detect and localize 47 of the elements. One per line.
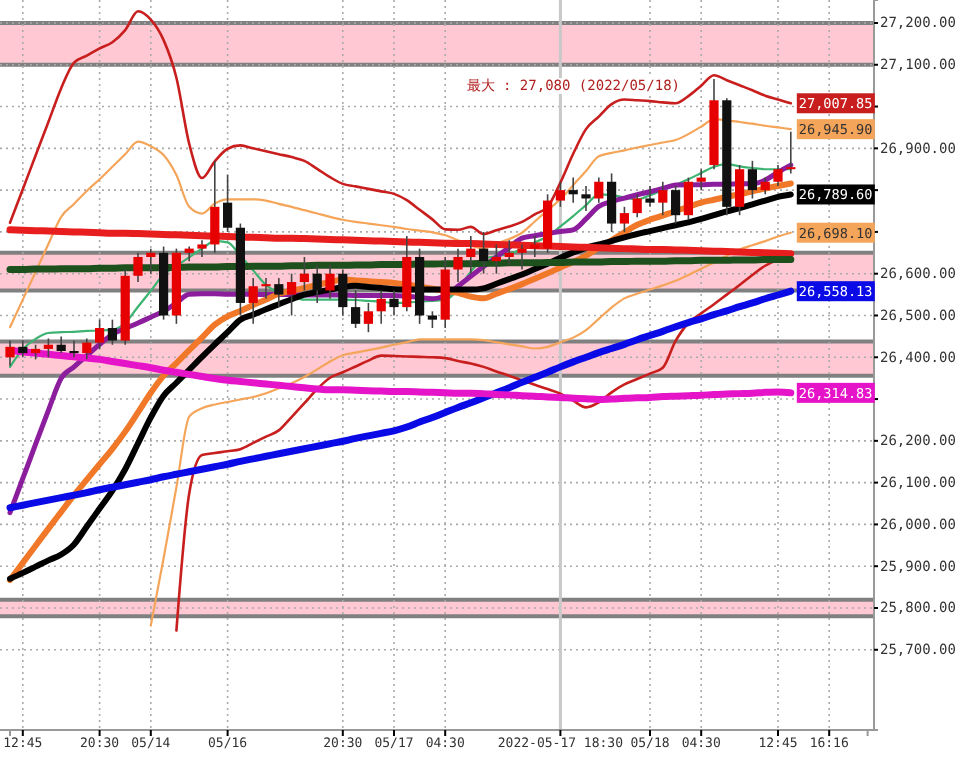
candlestick xyxy=(658,180,668,216)
candlestick xyxy=(312,264,322,304)
candlestick xyxy=(287,272,297,317)
candlestick xyxy=(619,206,629,233)
candlestick xyxy=(274,277,284,308)
candlestick xyxy=(261,277,271,300)
candlestick xyxy=(299,256,309,292)
candlestick xyxy=(325,264,335,300)
candlestick xyxy=(773,164,783,187)
candlestick xyxy=(735,164,745,216)
candlestick xyxy=(69,339,79,359)
candlestick xyxy=(786,130,796,175)
candlestick xyxy=(133,252,143,283)
candlestick xyxy=(146,247,156,275)
candlestick xyxy=(632,193,642,219)
candlestick xyxy=(248,277,258,325)
candlestick xyxy=(453,247,463,283)
candlestick xyxy=(5,339,15,367)
candlestick xyxy=(107,318,117,346)
candlestick xyxy=(504,239,514,267)
candlestick xyxy=(568,176,578,204)
line-series xyxy=(8,117,792,329)
candlestick xyxy=(82,337,92,361)
candlestick xyxy=(683,176,693,221)
line-series xyxy=(8,9,793,236)
candlestick xyxy=(95,318,105,350)
candlestick xyxy=(43,337,53,359)
candlestick xyxy=(491,243,501,275)
candlestick xyxy=(389,289,399,317)
candlestick xyxy=(696,168,706,191)
candlestick xyxy=(223,174,233,233)
candlestick xyxy=(479,231,489,275)
candlestick xyxy=(376,289,386,325)
candlestick xyxy=(530,235,540,258)
candlestick xyxy=(466,235,476,275)
candlestick xyxy=(594,176,604,204)
candlestick xyxy=(338,268,348,317)
candlestick xyxy=(351,289,361,329)
candlestick xyxy=(747,160,757,200)
candlestick xyxy=(645,185,655,208)
candlestick xyxy=(671,185,681,225)
candlestick xyxy=(517,243,527,271)
candlestick xyxy=(555,180,565,208)
candlestick xyxy=(363,302,373,333)
candlestick xyxy=(210,160,220,254)
candlestick xyxy=(581,185,591,212)
candlestick xyxy=(607,172,617,233)
